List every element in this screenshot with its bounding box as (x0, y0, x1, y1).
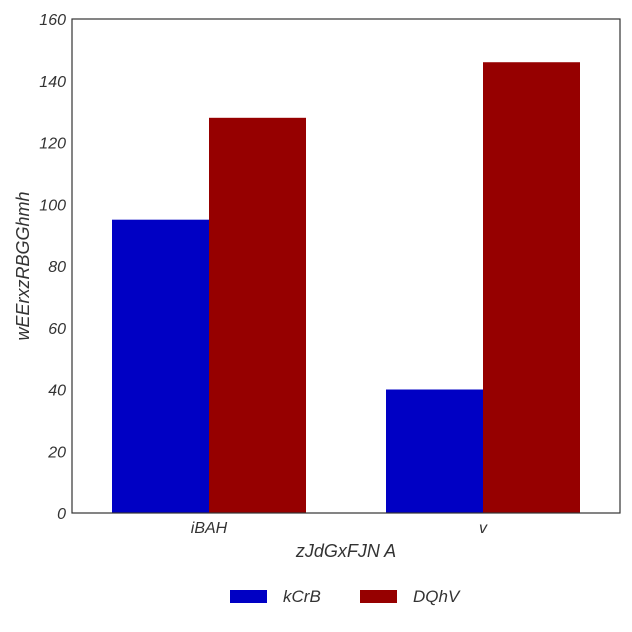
y-axis-label: wEErxzRBGGhmh (13, 191, 33, 340)
bar-kCrB-v (386, 389, 483, 513)
bar-kCrB-iBAH (112, 219, 209, 513)
y-tick-label: 140 (39, 74, 66, 91)
legend-swatch-DQhV (360, 590, 397, 603)
y-tick-label: 40 (48, 383, 66, 400)
legend-label-kCrB: kCrB (283, 587, 321, 606)
bar-DQhV-iBAH (209, 117, 306, 514)
bars-group (112, 62, 580, 514)
x-axis-ticks: iBAH v (191, 520, 488, 537)
legend: kCrB DQhV (230, 587, 461, 606)
legend-swatch-kCrB (230, 590, 267, 603)
y-tick-label: 0 (57, 506, 66, 523)
y-tick-label: 80 (48, 259, 66, 276)
legend-label-DQhV: DQhV (413, 587, 461, 606)
x-tick-label: v (479, 520, 488, 537)
y-tick-label: 60 (48, 321, 66, 338)
y-tick-label: 160 (39, 12, 66, 29)
x-axis-label: zJdGxFJN A (295, 541, 396, 561)
bar-DQhV-v (483, 62, 580, 513)
y-tick-label: 20 (47, 444, 66, 461)
x-tick-label: iBAH (191, 520, 228, 537)
plot-frame (71, 18, 621, 514)
y-tick-label: 120 (39, 136, 66, 153)
y-tick-label: 100 (39, 197, 66, 214)
y-axis-ticks: 0 20 40 60 80 100 120 140 160 (39, 12, 66, 523)
